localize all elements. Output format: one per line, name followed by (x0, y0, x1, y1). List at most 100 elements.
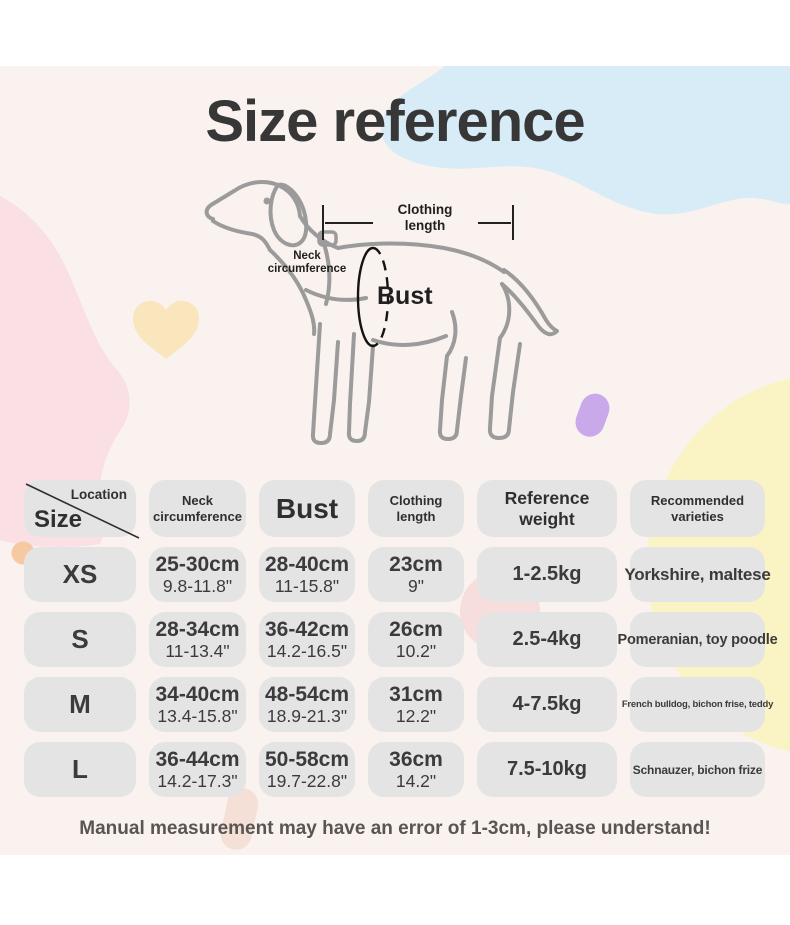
harness-chest-strap (304, 288, 368, 302)
clothing-length-label: Clothing length (355, 202, 495, 233)
clothing-length-label-line1: Clothing (397, 202, 453, 217)
column-header-neck-circumference: Neck circumference (149, 480, 246, 537)
blue-blob-decoration (381, 66, 790, 215)
cm-value: 36-42cm (264, 617, 350, 641)
dog-hind-leg-near (437, 310, 468, 441)
bust-label: Bust (377, 282, 433, 310)
cm-value: 28-40cm (264, 552, 350, 576)
dog-tail (500, 268, 559, 337)
pink-blob-decoration (0, 196, 130, 547)
size-value: L (72, 754, 88, 784)
footer-note: Manual measurement may have an error of … (79, 818, 711, 839)
size-value: M (69, 689, 91, 719)
cell-bust-s: 36-42cm 14.2-16.5" (259, 612, 355, 667)
cell-varieties-s: Pomeranian, toy poodle (618, 612, 778, 667)
dog-front-leg-rear (346, 332, 375, 443)
column-header-reference-weight: Reference weight (477, 480, 617, 537)
corner-diagonal-line (25, 483, 140, 539)
cm-value: 23cm (389, 552, 443, 576)
varieties-value: Schnauzer, bichon frize (632, 762, 763, 777)
varieties-value: Yorkshire, maltese (624, 564, 771, 584)
cell-bust-l: 50-58cm 19.7-22.8" (259, 742, 355, 797)
clothing-length-label-line2: length (404, 217, 446, 233)
cm-value: 31cm (389, 682, 443, 706)
peach-pill-decoration (220, 788, 259, 850)
cell-size-xs: XS (24, 547, 136, 602)
bust-ellipse-solid (356, 246, 374, 348)
varieties-value: Pomeranian, toy poodle (617, 631, 778, 648)
page-title: Size reference (205, 89, 585, 154)
harness-ring (317, 230, 338, 247)
cell-varieties-xs: Yorkshire, maltese (624, 547, 771, 602)
heart-icon (132, 300, 200, 359)
neck-circumference-label: Neck circumference (247, 250, 367, 276)
inch-value: 9" (408, 576, 424, 597)
inch-value: 11-13.4" (165, 641, 230, 662)
cm-value: 36cm (389, 747, 443, 771)
cell-bust-m: 48-54cm 18.9-21.3" (259, 677, 355, 732)
inch-value: 18.9-21.3" (266, 706, 348, 727)
cell-neck-xs: 25-30cm 9.8-11.8" (149, 547, 246, 602)
header-label: Reference weight (504, 487, 590, 529)
dog-chest (268, 248, 317, 336)
bust-ellipse-dashed (372, 246, 390, 348)
cell-neck-m: 34-40cm 13.4-15.8" (149, 677, 246, 732)
header-label: Clothing length (389, 492, 443, 524)
cell-weight-l: 7.5-10kg (477, 742, 617, 797)
inch-value: 14.2" (395, 771, 437, 792)
inch-value: 14.2-17.3" (157, 771, 238, 792)
dog-belly (371, 334, 448, 347)
weight-value: 1-2.5kg (512, 563, 582, 585)
cell-size-s: S (24, 612, 136, 667)
column-header-clothing-length: Clothing length (368, 480, 464, 537)
cell-bust-xs: 28-40cm 11-15.8" (259, 547, 355, 602)
inch-value: 12.2" (395, 706, 437, 727)
cm-value: 48-54cm (264, 682, 350, 706)
cell-weight-m: 4-7.5kg (477, 677, 617, 732)
cell-weight-xs: 1-2.5kg (477, 547, 617, 602)
dog-front-leg-near (310, 322, 340, 445)
size-value: S (71, 624, 89, 654)
header-label: Recommended varieties (650, 492, 745, 524)
inch-value: 19.7-22.8" (266, 771, 348, 792)
purple-pill-decoration (575, 393, 610, 437)
cell-neck-l: 36-44cm 14.2-17.3" (149, 742, 246, 797)
cm-value: 50-58cm (264, 747, 350, 771)
column-header-recommended-varieties: Recommended varieties (630, 480, 765, 537)
dog-hind-leg-rear (487, 282, 522, 440)
size-table: Location Size Neck circumference Bust Cl… (24, 480, 778, 797)
clothing-length-measure-line (322, 205, 514, 240)
inch-value: 13.4-15.8" (157, 706, 238, 727)
cm-value: 36-44cm (155, 747, 240, 771)
column-header-bust: Bust (259, 480, 355, 537)
cell-weight-s: 2.5-4kg (477, 612, 617, 667)
cell-neck-s: 28-34cm 11-13.4" (149, 612, 246, 667)
inch-value: 14.2-16.5" (266, 641, 348, 662)
weight-value: 4-7.5kg (512, 693, 582, 715)
inch-value: 11-15.8" (274, 576, 340, 597)
varieties-value: French bulldog, bichon frise, teddy (621, 699, 774, 710)
cm-value: 28-34cm (155, 617, 240, 641)
corner-size-label: Size (34, 506, 83, 533)
cell-length-xs: 23cm 9" (368, 547, 464, 602)
weight-value: 2.5-4kg (512, 628, 582, 650)
cell-size-l: L (24, 742, 136, 797)
cm-value: 26cm (389, 617, 443, 641)
dog-eye (263, 197, 271, 205)
dog-illustration (204, 180, 559, 445)
size-value: XS (62, 559, 98, 589)
table-corner-cell: Location Size (24, 480, 140, 539)
cell-size-m: M (24, 677, 136, 732)
neck-label-line1: Neck (293, 250, 321, 262)
inch-value: 10.2" (395, 641, 437, 662)
inch-value: 9.8-11.8" (162, 576, 233, 597)
weight-value: 7.5-10kg (506, 758, 588, 780)
cm-value: 25-30cm (155, 552, 240, 576)
dog-ear (268, 182, 309, 248)
cell-varieties-m: French bulldog, bichon frise, teddy (622, 677, 773, 732)
corner-location-label: Location (70, 487, 127, 502)
header-label: Bust (275, 492, 339, 524)
cell-length-m: 31cm 12.2" (368, 677, 464, 732)
cell-length-s: 26cm 10.2" (368, 612, 464, 667)
